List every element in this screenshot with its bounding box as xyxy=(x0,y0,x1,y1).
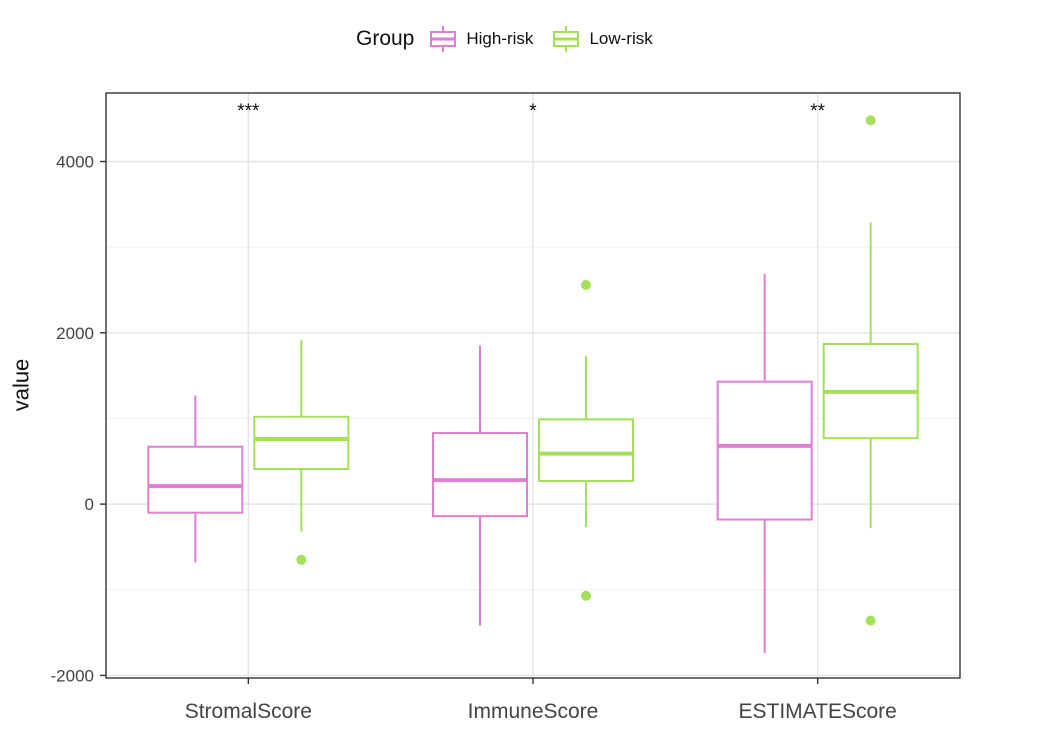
legend-item-low-risk: Low-risk xyxy=(551,24,653,54)
significance-label: *** xyxy=(237,101,260,122)
box-low-risk-estimatescore xyxy=(822,115,919,626)
outlier-point xyxy=(865,115,876,126)
significance-label: * xyxy=(529,101,537,122)
box-iqr xyxy=(147,445,244,514)
x-tick-label: ESTIMATEScore xyxy=(739,700,897,723)
box-iqr xyxy=(538,418,634,483)
outlier-point xyxy=(296,554,307,565)
legend-key-low-risk-icon xyxy=(553,26,580,52)
box-high-risk-stromalscore xyxy=(147,395,244,563)
box-iqr xyxy=(432,432,528,518)
box-low-risk-immunescore xyxy=(538,279,634,601)
box-low-risk-stromalscore xyxy=(253,339,350,565)
legend: Group High-risk Low-risk xyxy=(356,22,661,56)
outlier-point xyxy=(581,590,591,601)
y-tick-label: 0 xyxy=(85,495,94,514)
outlier-point xyxy=(865,615,876,626)
legend-key-high-risk-icon xyxy=(430,26,457,52)
y-tick-label: -2000 xyxy=(51,666,94,685)
legend-item-high-risk: High-risk xyxy=(428,24,533,54)
legend-label-high-risk: High-risk xyxy=(466,29,534,48)
box-high-risk-immunescore xyxy=(432,345,528,626)
x-tick-label: StromalScore xyxy=(185,700,312,723)
outlier-point xyxy=(581,279,591,290)
box-iqr xyxy=(253,415,350,471)
box-high-risk-estimatescore xyxy=(716,273,813,654)
x-tick-label: ImmuneScore xyxy=(468,700,599,723)
legend-title: Group xyxy=(356,27,415,50)
box-iqr xyxy=(716,380,813,521)
legend-label-low-risk: Low-risk xyxy=(589,29,653,48)
significance-label: ** xyxy=(810,101,825,122)
y-tick-label: 2000 xyxy=(56,324,94,343)
y-tick-label: 4000 xyxy=(56,153,94,172)
